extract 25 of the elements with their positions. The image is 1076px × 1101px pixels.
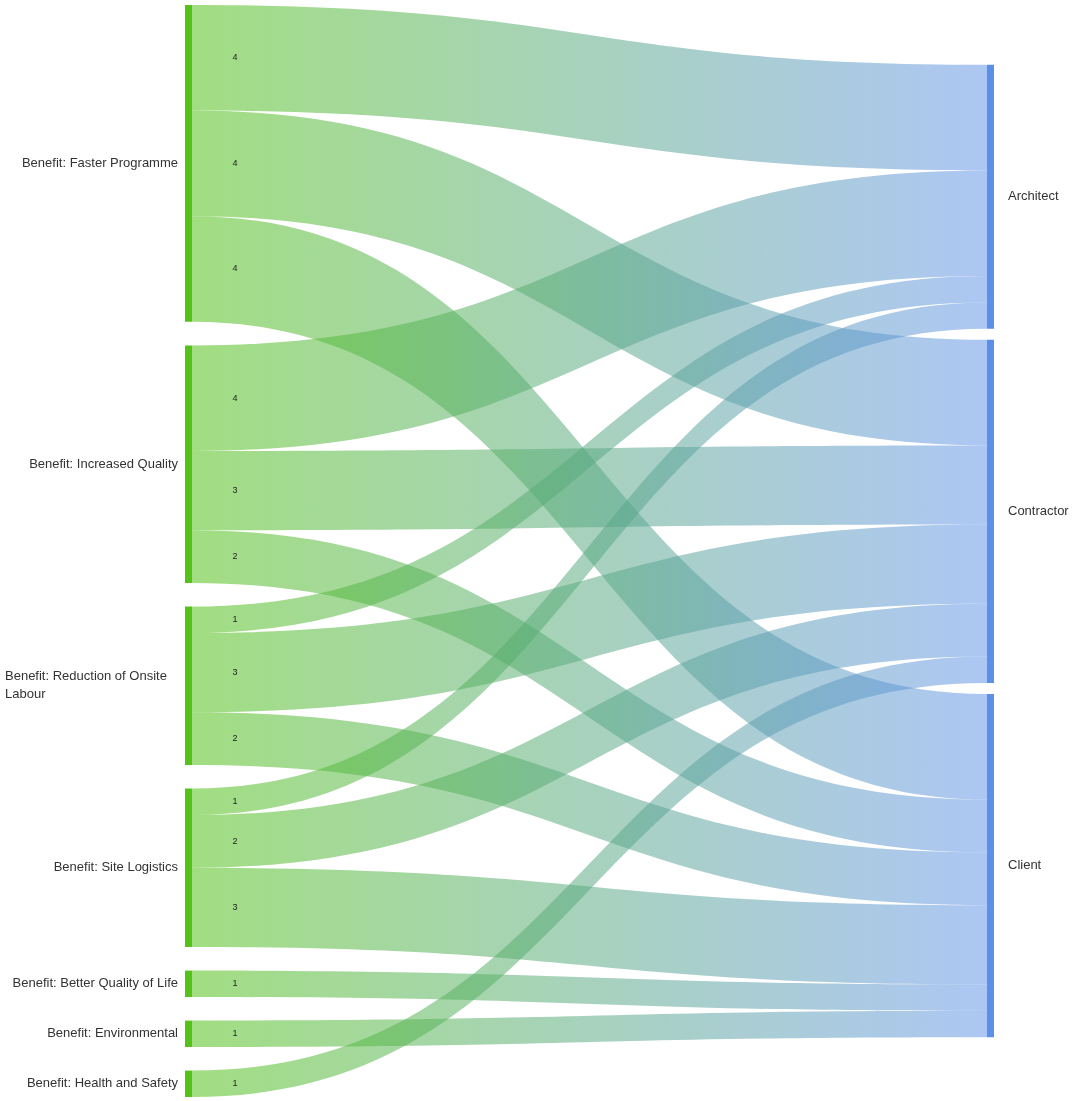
data-label: 3 bbox=[232, 667, 238, 678]
data-label: 1 bbox=[232, 978, 238, 989]
data-label: 2 bbox=[232, 835, 238, 846]
category-label: Benefit: Site Logistics bbox=[53, 859, 179, 875]
category-label: Benefit: Better Quality of Life bbox=[12, 975, 178, 991]
series-label: Contractor bbox=[1008, 502, 1070, 518]
data-label: 1 bbox=[232, 614, 238, 625]
data-label: 2 bbox=[232, 733, 238, 744]
category-label: Benefit: Health and Safety bbox=[26, 1075, 179, 1091]
data-label: 4 bbox=[232, 52, 238, 63]
category-label: Benefit: Faster Programme bbox=[21, 154, 178, 170]
category-label: Benefit: Reduction of Onsite Labour bbox=[5, 668, 167, 702]
series-label: Architect bbox=[1008, 188, 1059, 204]
series-label: Client bbox=[1008, 857, 1042, 873]
category-label: Benefit: Environmental bbox=[47, 1025, 179, 1041]
category-label: Benefit: Increased Quality bbox=[29, 455, 179, 471]
data-label: 3 bbox=[232, 485, 238, 496]
data-label: 1 bbox=[232, 1028, 238, 1039]
data-label: 4 bbox=[232, 263, 238, 274]
data-label: 4 bbox=[232, 392, 238, 403]
data-label: 1 bbox=[232, 1078, 238, 1089]
data-label: 1 bbox=[232, 796, 238, 807]
data-label: 2 bbox=[232, 551, 238, 562]
data-label: 3 bbox=[232, 901, 238, 912]
data-label: 4 bbox=[232, 157, 238, 168]
